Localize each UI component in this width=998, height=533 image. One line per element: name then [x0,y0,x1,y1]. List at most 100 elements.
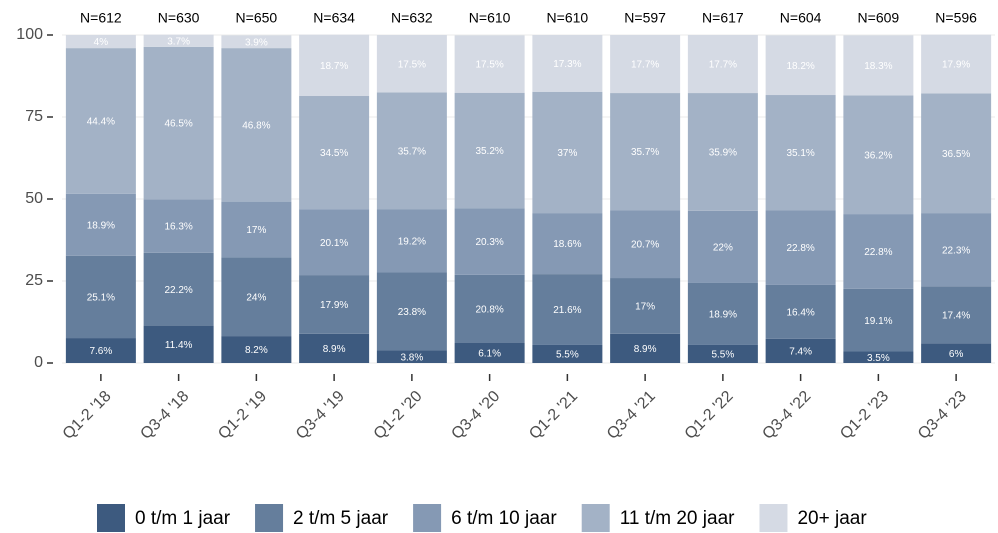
data-label: 17.4% [942,310,970,321]
legend-swatch [581,504,610,532]
data-label: 37% [557,148,577,159]
top-label: N=604 [780,10,822,26]
bar-segment [532,91,603,214]
x-tick-label: Q1-2 '20 [371,388,426,443]
legend-label: 11 t/m 20 jaar [620,508,735,529]
x-tick-label: Q3-4 '20 [448,388,503,443]
data-label: 6% [949,349,964,360]
bar-segment [532,213,603,275]
bar-segment [610,35,681,94]
bar-segment [454,342,525,363]
bar-segment [299,96,370,210]
bar-segment [610,333,681,363]
top-label: N=610 [469,10,511,26]
data-label: 46.8% [242,121,270,132]
data-label: 18.3% [864,61,892,72]
data-label: 17% [246,225,266,236]
bar-segment [454,92,525,209]
data-label: 5.5% [556,350,579,361]
bar-segment [921,343,992,363]
bar-segment [610,93,681,211]
top-label: N=612 [80,10,122,26]
bar-segment [221,201,292,258]
top-label: N=609 [858,10,900,26]
bar-segment [921,34,992,94]
top-label: N=630 [158,10,200,26]
top-label: N=596 [935,10,977,26]
data-label: 16.4% [786,307,814,318]
data-label: 20.1% [320,238,348,249]
bar-segment [610,210,681,279]
data-label: 18.9% [87,220,115,231]
top-label: N=650 [236,10,278,26]
bar-segment [143,199,214,253]
legend-label: 2 t/m 5 jaar [293,508,389,529]
data-label: 7.6% [89,346,112,357]
data-label: 17.5% [398,59,426,70]
bar-segment [143,252,214,326]
bar-segment [65,35,136,49]
bar-segment [687,35,758,94]
data-label: 36.2% [864,150,892,161]
bar-segment [921,286,992,344]
y-tick-label: 100 [16,26,43,43]
data-label: 20.8% [475,305,503,316]
x-tick-label: Q1-2 '23 [837,388,892,443]
legend-swatch [255,504,284,532]
bar-segment [454,274,525,343]
x-tick-label: Q3-4 '19 [293,388,348,443]
bar-segment [143,46,214,200]
data-label: 35.9% [709,148,737,159]
bar-segment [687,93,758,211]
y-tick-label: 75 [25,108,43,125]
bar-segment [376,209,447,273]
data-label: 3.5% [867,353,890,364]
legend-swatch [759,504,788,532]
bar-segment [376,350,447,363]
data-label: 17.3% [553,59,581,70]
data-label: 17.7% [709,60,737,71]
bar-segment [687,344,758,363]
data-label: 3.8% [400,352,423,363]
bar-segment [610,278,681,334]
data-label: 36.5% [942,149,970,160]
data-label: 18.2% [786,61,814,72]
legend-label: 0 t/m 1 jaar [135,508,231,529]
data-label: 17.5% [475,60,503,71]
data-label: 44.4% [87,117,115,128]
bar-segment [143,34,214,47]
data-label: 35.2% [475,146,503,157]
legend-swatch [413,504,442,532]
bar-segment [921,213,992,287]
data-label: 19.2% [398,237,426,248]
bar-segment [843,35,914,96]
x-tick-label: Q1-2 '21 [526,388,581,443]
data-label: 22.3% [942,245,970,256]
data-label: 20.7% [631,240,659,251]
data-label: 3.9% [245,37,268,48]
data-label: 22.8% [864,247,892,258]
bar-segment [765,210,836,285]
data-label: 6.1% [478,349,501,360]
bar-segment [532,274,603,345]
bar-segment [765,338,836,363]
bar-segment [299,34,370,97]
x-tick-label: Q3-4 '23 [915,388,970,443]
data-label: 24% [246,292,266,303]
legend-swatch [97,504,125,532]
bar-segment [299,209,370,276]
bar-segment [376,92,447,210]
data-label: 23.8% [398,307,426,318]
bar-segment [921,93,992,214]
data-label: 4% [94,37,109,48]
data-label: 21.6% [553,305,581,316]
bar-segment [687,282,758,345]
data-label: 22.2% [164,285,192,296]
data-label: 25.1% [87,293,115,304]
x-tick-label: Q1-2 '22 [682,388,737,443]
x-tick-label: Q1-2 '18 [60,388,115,443]
data-label: 18.9% [709,310,737,321]
y-tick-label: 25 [25,272,43,289]
bar-segment [65,193,136,256]
